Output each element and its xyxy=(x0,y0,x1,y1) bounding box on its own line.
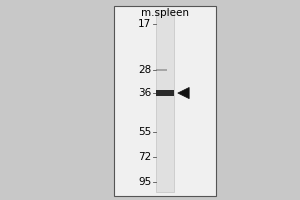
Text: m.spleen: m.spleen xyxy=(141,8,189,18)
Text: 72: 72 xyxy=(138,152,151,162)
Text: 95: 95 xyxy=(138,177,151,187)
Bar xyxy=(156,10,174,192)
Text: 55: 55 xyxy=(138,127,151,137)
Bar xyxy=(156,69,167,71)
Bar xyxy=(156,90,174,96)
Text: 36: 36 xyxy=(138,88,151,98)
Text: 28: 28 xyxy=(138,65,151,75)
Text: 17: 17 xyxy=(138,19,151,29)
Bar xyxy=(114,6,216,196)
Polygon shape xyxy=(178,87,189,99)
